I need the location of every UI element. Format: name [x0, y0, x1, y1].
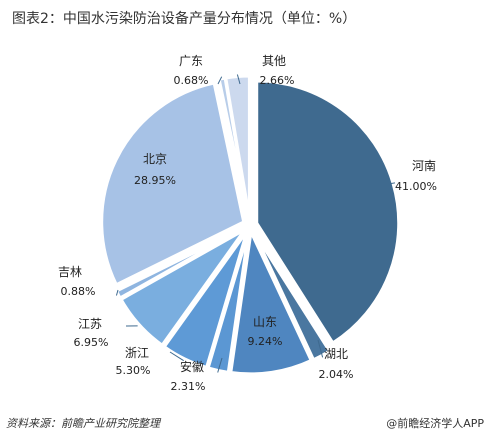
slice-value-label: 2.04% — [319, 368, 354, 381]
slice-name-label: 安徽 — [180, 359, 204, 374]
pie-chart: 河南 41.00% 湖北 2.04% 山东 9.24% 安徽 2.31% 浙江 5.30% 江苏 6.… — [58, 54, 437, 393]
slice-value-label: 0.68% — [174, 74, 209, 87]
slice-value-label: 5.30% — [116, 364, 151, 377]
slice-value-label: 0.88% — [61, 285, 96, 298]
leader-line-10 — [236, 74, 241, 85]
slice-name-label: 其他 — [262, 54, 286, 68]
leader-line-2 — [317, 339, 324, 358]
leader-line-9 — [217, 76, 223, 85]
leader-line-4 — [217, 357, 223, 373]
brand-label: @前瞻经济学人APP — [386, 417, 484, 430]
slice-value-label: 2.66% — [260, 74, 295, 87]
leader-line-7 — [115, 289, 119, 296]
chart-title: 图表2：中国水污染防治设备产量分布情况（单位：%） — [12, 11, 357, 27]
slice-name-label: 湖北 — [324, 346, 348, 361]
slice-name-label: 北京 — [143, 152, 167, 166]
leader-line-5 — [169, 351, 184, 362]
pie-slice-6 — [119, 228, 247, 348]
slice-value-label: 9.24% — [248, 335, 283, 348]
slice-name-label: 浙江 — [125, 346, 149, 360]
slice-name-label: 山东 — [253, 315, 277, 329]
slice-name-label: 江苏 — [78, 317, 102, 331]
slice-value-label: 6.95% — [74, 336, 109, 349]
slice-name-label: 河南 — [412, 158, 436, 173]
slice-name-label: 吉林 — [58, 265, 82, 279]
slice-value-label: 28.95% — [134, 174, 176, 187]
pie-slice-3 — [229, 226, 314, 376]
pie-slice-5 — [162, 230, 249, 370]
leader-line-1 — [387, 182, 396, 185]
slice-name-label: 广东 — [179, 54, 203, 68]
slice-value-label: 2.31% — [171, 380, 206, 393]
pie-slice-7 — [114, 226, 245, 301]
source-note: 资料来源：前瞻产业研究院整理 — [6, 417, 160, 430]
slice-value-label: 41.00% — [395, 180, 437, 193]
pie-slice-8 — [100, 81, 246, 287]
